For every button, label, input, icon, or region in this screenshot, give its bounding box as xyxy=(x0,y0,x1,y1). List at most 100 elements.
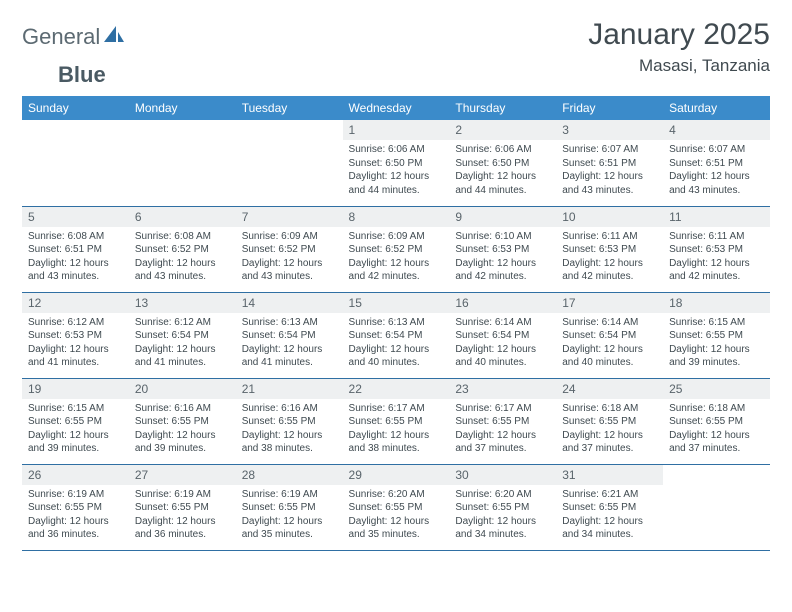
day-line: Sunrise: 6:18 AM xyxy=(562,402,657,416)
day-line: Daylight: 12 hours xyxy=(455,257,550,271)
day-details: Sunrise: 6:20 AMSunset: 6:55 PMDaylight:… xyxy=(343,485,450,546)
calendar-cell: 4Sunrise: 6:07 AMSunset: 6:51 PMDaylight… xyxy=(663,120,770,206)
day-line: Sunset: 6:55 PM xyxy=(242,415,337,429)
day-line: Sunrise: 6:11 AM xyxy=(669,230,764,244)
day-number: 25 xyxy=(663,379,770,399)
day-number: 30 xyxy=(449,465,556,485)
calendar-row: 26Sunrise: 6:19 AMSunset: 6:55 PMDayligh… xyxy=(22,464,770,550)
weekday-header: Saturday xyxy=(663,96,770,120)
day-line: and 34 minutes. xyxy=(562,528,657,542)
day-number: 9 xyxy=(449,207,556,227)
day-details: Sunrise: 6:10 AMSunset: 6:53 PMDaylight:… xyxy=(449,227,556,288)
brand-logo: General xyxy=(22,24,127,50)
day-details: Sunrise: 6:08 AMSunset: 6:52 PMDaylight:… xyxy=(129,227,236,288)
day-line: Daylight: 12 hours xyxy=(669,170,764,184)
day-line: Daylight: 12 hours xyxy=(349,343,444,357)
calendar-cell: 12Sunrise: 6:12 AMSunset: 6:53 PMDayligh… xyxy=(22,292,129,378)
day-details: Sunrise: 6:13 AMSunset: 6:54 PMDaylight:… xyxy=(343,313,450,374)
day-details: Sunrise: 6:06 AMSunset: 6:50 PMDaylight:… xyxy=(343,140,450,201)
day-line: Sunset: 6:51 PM xyxy=(28,243,123,257)
day-line: Sunrise: 6:12 AM xyxy=(28,316,123,330)
day-line: Daylight: 12 hours xyxy=(135,515,230,529)
day-line: and 43 minutes. xyxy=(28,270,123,284)
day-number: 11 xyxy=(663,207,770,227)
calendar-cell: 7Sunrise: 6:09 AMSunset: 6:52 PMDaylight… xyxy=(236,206,343,292)
calendar-cell: 1Sunrise: 6:06 AMSunset: 6:50 PMDaylight… xyxy=(343,120,450,206)
day-number: 26 xyxy=(22,465,129,485)
day-line: and 37 minutes. xyxy=(455,442,550,456)
calendar-cell: 30Sunrise: 6:20 AMSunset: 6:55 PMDayligh… xyxy=(449,464,556,550)
day-line: and 42 minutes. xyxy=(349,270,444,284)
day-line: Sunset: 6:54 PM xyxy=(562,329,657,343)
day-line: and 39 minutes. xyxy=(28,442,123,456)
day-line: Sunset: 6:51 PM xyxy=(562,157,657,171)
calendar-cell: 2Sunrise: 6:06 AMSunset: 6:50 PMDaylight… xyxy=(449,120,556,206)
day-line: and 44 minutes. xyxy=(455,184,550,198)
day-line: and 41 minutes. xyxy=(242,356,337,370)
calendar-cell: 10Sunrise: 6:11 AMSunset: 6:53 PMDayligh… xyxy=(556,206,663,292)
day-line: and 42 minutes. xyxy=(562,270,657,284)
day-number: 12 xyxy=(22,293,129,313)
brand-prefix: General xyxy=(22,24,100,50)
day-line: and 34 minutes. xyxy=(455,528,550,542)
calendar-cell: 18Sunrise: 6:15 AMSunset: 6:55 PMDayligh… xyxy=(663,292,770,378)
month-title: January 2025 xyxy=(588,18,770,52)
day-line: Daylight: 12 hours xyxy=(455,429,550,443)
day-number: 8 xyxy=(343,207,450,227)
day-details: Sunrise: 6:07 AMSunset: 6:51 PMDaylight:… xyxy=(663,140,770,201)
day-details: Sunrise: 6:16 AMSunset: 6:55 PMDaylight:… xyxy=(129,399,236,460)
day-details: Sunrise: 6:16 AMSunset: 6:55 PMDaylight:… xyxy=(236,399,343,460)
title-block: January 2025 Masasi, Tanzania xyxy=(588,18,770,76)
calendar-cell: 5Sunrise: 6:08 AMSunset: 6:51 PMDaylight… xyxy=(22,206,129,292)
day-details: Sunrise: 6:19 AMSunset: 6:55 PMDaylight:… xyxy=(129,485,236,546)
day-details: Sunrise: 6:12 AMSunset: 6:54 PMDaylight:… xyxy=(129,313,236,374)
calendar-cell: 28Sunrise: 6:19 AMSunset: 6:55 PMDayligh… xyxy=(236,464,343,550)
day-number: 19 xyxy=(22,379,129,399)
day-details: Sunrise: 6:06 AMSunset: 6:50 PMDaylight:… xyxy=(449,140,556,201)
day-details: Sunrise: 6:17 AMSunset: 6:55 PMDaylight:… xyxy=(343,399,450,460)
day-number: 13 xyxy=(129,293,236,313)
brand-suffix: Blue xyxy=(58,62,106,88)
sail-icon xyxy=(103,25,125,50)
day-line: and 36 minutes. xyxy=(135,528,230,542)
day-line: Daylight: 12 hours xyxy=(242,257,337,271)
day-number: 1 xyxy=(343,120,450,140)
day-number: 7 xyxy=(236,207,343,227)
day-details: Sunrise: 6:19 AMSunset: 6:55 PMDaylight:… xyxy=(22,485,129,546)
day-details: Sunrise: 6:18 AMSunset: 6:55 PMDaylight:… xyxy=(663,399,770,460)
day-line: and 41 minutes. xyxy=(135,356,230,370)
day-details: Sunrise: 6:07 AMSunset: 6:51 PMDaylight:… xyxy=(556,140,663,201)
day-line: Sunrise: 6:15 AM xyxy=(28,402,123,416)
day-line: Daylight: 12 hours xyxy=(135,343,230,357)
day-details: Sunrise: 6:09 AMSunset: 6:52 PMDaylight:… xyxy=(236,227,343,288)
day-line: Sunrise: 6:16 AM xyxy=(242,402,337,416)
day-line: and 44 minutes. xyxy=(349,184,444,198)
calendar-cell: 22Sunrise: 6:17 AMSunset: 6:55 PMDayligh… xyxy=(343,378,450,464)
day-line: Sunset: 6:52 PM xyxy=(242,243,337,257)
day-line: Daylight: 12 hours xyxy=(669,343,764,357)
day-line: Daylight: 12 hours xyxy=(349,515,444,529)
day-line: Sunset: 6:55 PM xyxy=(242,501,337,515)
day-line: Sunrise: 6:06 AM xyxy=(455,143,550,157)
day-line: and 41 minutes. xyxy=(28,356,123,370)
day-line: Sunset: 6:53 PM xyxy=(669,243,764,257)
calendar-cell: 29Sunrise: 6:20 AMSunset: 6:55 PMDayligh… xyxy=(343,464,450,550)
day-details: Sunrise: 6:15 AMSunset: 6:55 PMDaylight:… xyxy=(22,399,129,460)
weekday-header: Friday xyxy=(556,96,663,120)
day-line: Sunrise: 6:19 AM xyxy=(28,488,123,502)
day-details: Sunrise: 6:19 AMSunset: 6:55 PMDaylight:… xyxy=(236,485,343,546)
day-line: Sunset: 6:54 PM xyxy=(349,329,444,343)
day-line: Sunrise: 6:09 AM xyxy=(242,230,337,244)
day-number: 16 xyxy=(449,293,556,313)
calendar-cell: 9Sunrise: 6:10 AMSunset: 6:53 PMDaylight… xyxy=(449,206,556,292)
day-line: Sunset: 6:55 PM xyxy=(349,415,444,429)
day-line: Sunset: 6:53 PM xyxy=(455,243,550,257)
day-line: Sunrise: 6:13 AM xyxy=(349,316,444,330)
calendar-cell: 3Sunrise: 6:07 AMSunset: 6:51 PMDaylight… xyxy=(556,120,663,206)
day-line: Sunrise: 6:13 AM xyxy=(242,316,337,330)
calendar-row: 19Sunrise: 6:15 AMSunset: 6:55 PMDayligh… xyxy=(22,378,770,464)
day-line: Sunset: 6:55 PM xyxy=(669,329,764,343)
day-number: 23 xyxy=(449,379,556,399)
day-line: and 43 minutes. xyxy=(135,270,230,284)
calendar-cell: 11Sunrise: 6:11 AMSunset: 6:53 PMDayligh… xyxy=(663,206,770,292)
